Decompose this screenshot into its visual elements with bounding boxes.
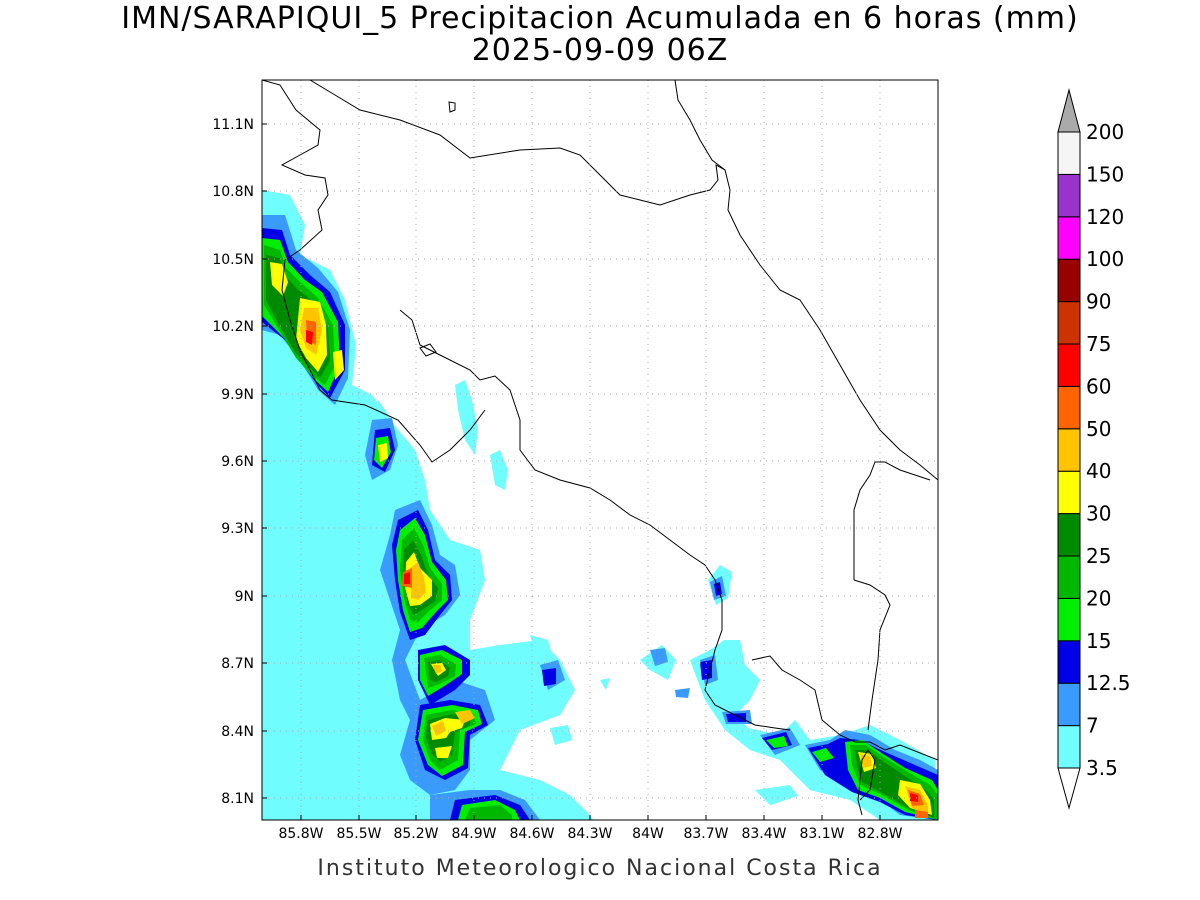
precipitation-field: [262, 190, 938, 820]
colorbar-swatch: [1057, 428, 1081, 472]
colorbar-level-label: 120: [1086, 205, 1124, 229]
colorbar-level-label: 200: [1086, 120, 1124, 144]
lat-axis: 11.1N 10.8N 10.5N 10.2N 9.9N 9.6N 9.3N 9…: [212, 117, 267, 807]
lat-tick-label: 8.4N: [221, 724, 254, 740]
colorbar-level-label: 12.5: [1086, 671, 1131, 695]
colorbar-swatch: [1057, 131, 1081, 175]
lat-tick-label: 8.7N: [221, 656, 254, 672]
lon-tick-label: 84W: [632, 826, 664, 842]
colorbar-extend-high: [1057, 88, 1081, 133]
colorbar-swatch: [1057, 555, 1081, 599]
colorbar-level-label: 30: [1086, 502, 1111, 526]
lon-tick-label: 85.2W: [393, 826, 438, 842]
colorbar-swatch: [1057, 258, 1081, 303]
colorbar-level-label: 100: [1086, 247, 1124, 271]
lat-tick-label: 11.1N: [212, 117, 254, 133]
lat-tick-label: 9.6N: [221, 454, 254, 470]
colorbar-level-label: 150: [1086, 162, 1124, 186]
colorbar-level-label: 75: [1086, 332, 1111, 356]
colorbar-swatch: [1057, 216, 1081, 260]
lon-tick-label: 84.3W: [567, 826, 612, 842]
colorbar-swatch: [1057, 470, 1081, 515]
colorbar-level-label: 90: [1086, 290, 1111, 314]
lon-tick-label: 84.9W: [451, 826, 496, 842]
colorbar-swatch: [1057, 301, 1081, 345]
coastlines-borders: [262, 80, 938, 816]
colorbar-swatch: [1057, 385, 1081, 430]
lat-tick-label: 9.3N: [221, 521, 254, 537]
colorbar-level-label: 50: [1086, 417, 1111, 441]
lon-tick-label: 83.4W: [741, 826, 786, 842]
colorbar-level-label: 15: [1086, 629, 1111, 653]
colorbar-swatch: [1057, 597, 1081, 642]
colorbar-swatch: [1057, 640, 1081, 684]
colorbar-swatch: [1057, 343, 1081, 387]
lat-tick-label: 10.2N: [212, 319, 254, 335]
lon-tick-label: 83.7W: [683, 826, 728, 842]
colorbar-level-label: 3.5: [1086, 756, 1118, 780]
plot-frame: [261, 79, 939, 821]
colorbar-level-label: 20: [1086, 586, 1111, 610]
colorbar-swatch: [1057, 173, 1081, 218]
colorbar-level-label: 60: [1086, 374, 1111, 398]
lon-tick-label: 85.5W: [336, 826, 381, 842]
map-title: IMN/SARAPIQUI_5 Precipitacion Acumulada …: [121, 1, 1079, 36]
precip-60: [306, 330, 918, 802]
lat-tick-label: 9N: [235, 589, 254, 605]
colorbar-swatch: [1057, 682, 1081, 727]
lon-tick-label: 83.1W: [799, 826, 844, 842]
colorbar-swatch: [1057, 513, 1081, 557]
lon-tick-label: 84.6W: [509, 826, 554, 842]
map-subtitle-date: 2025-09-09 06Z: [471, 33, 729, 68]
colorbar-extend-low: [1057, 767, 1081, 810]
lon-tick-label: 82.8W: [857, 826, 902, 842]
colorbar-level-label: 40: [1086, 459, 1111, 483]
lat-tick-label: 10.8N: [212, 184, 254, 200]
lon-tick-label: 85.8W: [278, 826, 323, 842]
colorbar-level-label: 7: [1086, 714, 1099, 738]
colorbar-legend: 3.5 7 12.5 15 20 25 30 40 50 60 75 90 100 120 150 200: [1057, 88, 1131, 810]
precip-3p5: [262, 190, 938, 820]
footer-credit: Instituto Meteorologico Nacional Costa R…: [317, 856, 883, 881]
colorbar-level-label: 25: [1086, 544, 1111, 568]
lat-tick-label: 8.1N: [221, 791, 254, 807]
lon-axis: 85.8W 85.5W 85.2W 84.9W 84.6W 84.3W 84W …: [278, 815, 903, 842]
lat-tick-label: 9.9N: [221, 387, 254, 403]
colorbar-swatch: [1057, 725, 1081, 769]
lat-tick-label: 10.5N: [212, 252, 254, 268]
